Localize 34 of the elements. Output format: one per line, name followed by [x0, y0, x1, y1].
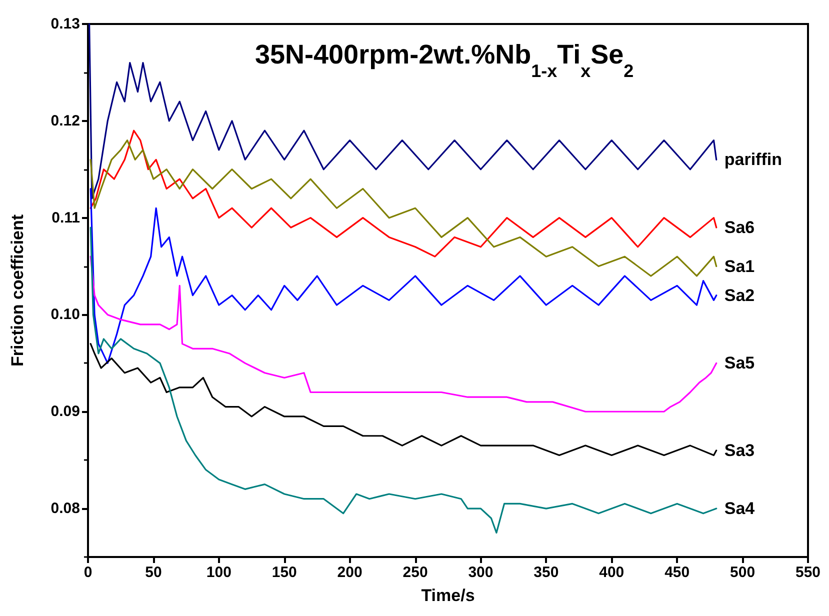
y-axis-title: Friction coefficient	[8, 214, 27, 367]
x-tick-label: 450	[664, 564, 690, 581]
series-label: pariffin	[724, 150, 782, 170]
x-tick-label: 0	[84, 564, 92, 581]
y-tick-label: 0.09	[50, 403, 80, 420]
series-label: Sa2	[724, 286, 755, 305]
y-tick-label: 0.10	[50, 306, 80, 324]
y-tick-label: 0.13	[50, 16, 80, 32]
x-tick-label: 250	[402, 564, 428, 581]
x-tick-label: 300	[468, 564, 494, 581]
x-tick-label: 150	[272, 564, 297, 581]
line-series	[90, 130, 718, 258]
y-tick-label: 0.08	[50, 500, 80, 518]
x-tick-label: 500	[730, 564, 756, 581]
x-tick-label: 550	[795, 564, 821, 581]
x-tick-label: 50	[145, 564, 162, 581]
series-label: Sa3	[724, 440, 755, 460]
line-series	[90, 343, 718, 456]
y-tick-label: 0.11	[52, 209, 80, 226]
line-series	[90, 139, 718, 277]
series-label: Sa6	[724, 218, 755, 238]
series-label: Sa4	[724, 499, 756, 518]
line-series	[90, 256, 718, 412]
series-label: Sa5	[724, 354, 755, 373]
line-series	[90, 188, 718, 364]
x-tick-label: 100	[206, 564, 232, 581]
line-series	[88, 23, 718, 200]
y-tick-label: 0.12	[50, 112, 80, 130]
x-axis-title: Time/s	[421, 586, 475, 605]
x-tick-label: 200	[337, 564, 362, 581]
x-tick-label: 400	[599, 564, 624, 581]
series-label: Sa1	[724, 256, 755, 276]
x-tick-label: 350	[534, 564, 559, 581]
line-series	[90, 226, 718, 534]
